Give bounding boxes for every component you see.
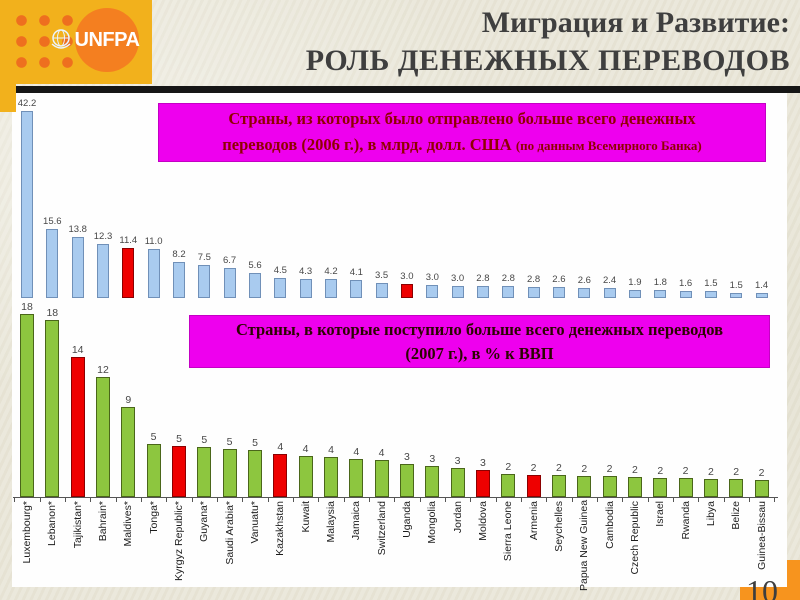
logo-block-extension — [0, 84, 16, 112]
chart2-title-box: Страны, в которые поступило больше всего… — [189, 315, 770, 368]
un-emblem-icon — [51, 29, 71, 49]
chart2-title-line2: (2007 г.), в % к ВВП — [405, 343, 554, 363]
slide-title-line1: Миграция и Развитие: — [481, 6, 790, 39]
page-number: 10 — [746, 573, 778, 600]
slide-title: Миграция и Развитие: РОЛЬ ДЕНЕЖНЫХ ПЕРЕВ… — [170, 4, 790, 80]
chart2-title-line1: Страны, в которые поступило больше всего… — [235, 319, 723, 339]
slide-title-line2: РОЛЬ ДЕНЕЖНЫХ ПЕРЕВОДОВ — [305, 44, 790, 77]
chart1-title-line2: переводов (2006 г.), в млрд. долл. США (… — [222, 135, 702, 154]
chart1-title-box: Страны, из которых было отправлено больш… — [158, 103, 766, 162]
unfpa-logo-text: UNFPA — [74, 28, 140, 51]
chart1-title-line1: Страны, из которых было отправлено больш… — [228, 109, 696, 128]
header-divider — [10, 86, 800, 93]
unfpa-logo-circle: UNFPA — [74, 8, 140, 72]
chart1-title-note: (по данным Всемирного Банка) — [515, 138, 702, 153]
